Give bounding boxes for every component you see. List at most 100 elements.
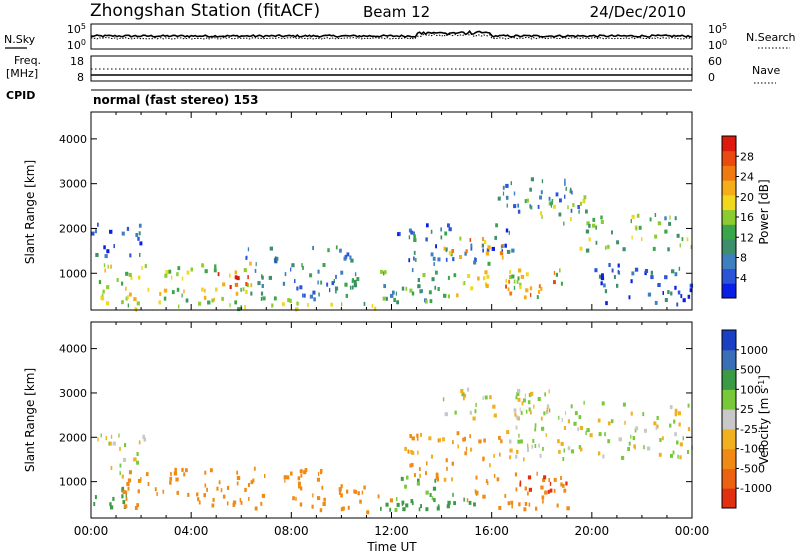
- data-cell-8: [513, 408, 517, 413]
- data-cell-0: [125, 286, 127, 291]
- data-cell-5: [469, 434, 471, 439]
- data-cell-5: [499, 452, 501, 457]
- power-colorbar-swatch-2: [722, 253, 736, 269]
- data-cell-3: [326, 282, 329, 287]
- data-cell-8: [656, 416, 659, 420]
- data-cell-12: [97, 222, 99, 227]
- data-cell-9: [474, 409, 477, 414]
- data-cell-8: [632, 436, 636, 440]
- data-cell-3: [261, 284, 264, 288]
- data-cell-2: [382, 296, 386, 301]
- data-cell-3: [108, 441, 112, 446]
- data-cell-12: [129, 253, 132, 258]
- data-cell-9: [524, 393, 526, 398]
- data-cell-9: [517, 397, 521, 402]
- data-cell-11: [630, 219, 632, 224]
- data-cell-8: [585, 431, 587, 436]
- data-cell-5: [465, 446, 468, 451]
- data-cell-2: [229, 303, 231, 308]
- data-cell-0: [133, 297, 137, 302]
- velocity-colorbar: 1000 500 100 25 -25 -100 -500 -1000: [721, 329, 772, 509]
- data-cell-12: [135, 233, 139, 237]
- data-cell-11: [679, 243, 681, 248]
- data-cell-3: [335, 274, 337, 279]
- data-cell-13: [608, 263, 611, 267]
- data-cell-11: [631, 214, 635, 219]
- data-cell-0: [201, 287, 204, 292]
- data-cell-9: [523, 398, 526, 403]
- data-cell-3: [105, 436, 108, 441]
- data-cell-3: [260, 296, 263, 301]
- data-cell-13: [601, 273, 604, 278]
- power-y-tick-label-0: 1000: [59, 267, 87, 280]
- data-cell-2: [244, 305, 247, 310]
- data-cell-8: [543, 411, 546, 416]
- data-cell-5: [462, 437, 466, 442]
- data-cell-8: [531, 444, 534, 449]
- data-cell-5: [464, 251, 467, 256]
- data-cell-10: [583, 195, 587, 200]
- data-cell-1: [145, 472, 149, 477]
- data-cell-1: [122, 490, 126, 494]
- data-cell-10: [405, 503, 409, 508]
- velocity-y-tick-label-3: 4000: [59, 343, 87, 356]
- data-cell-9: [515, 395, 518, 400]
- data-cell-2: [340, 493, 343, 498]
- data-cell-3: [334, 286, 339, 291]
- data-cell-7: [485, 284, 489, 288]
- data-cell-2: [330, 302, 333, 307]
- data-cell-8: [570, 449, 575, 454]
- data-cell-4: [417, 278, 420, 282]
- data-cell-10: [582, 199, 585, 203]
- data-cell-6: [501, 255, 504, 260]
- data-cell-9: [514, 412, 517, 417]
- data-cell-8: [539, 453, 542, 458]
- noise-left-tick-top: 105: [67, 22, 86, 36]
- data-cell-8: [508, 279, 511, 284]
- data-cell-2: [178, 304, 180, 309]
- data-cell-8: [515, 454, 518, 459]
- data-cell-2: [234, 300, 237, 305]
- data-cell-11: [681, 237, 684, 242]
- data-cell-0: [110, 505, 114, 510]
- data-cell-4: [396, 300, 399, 305]
- data-cell-1: [250, 480, 254, 485]
- data-cell-3: [284, 272, 287, 277]
- data-cell-7: [525, 272, 529, 277]
- data-cell-2: [121, 300, 124, 305]
- data-cell-13: [670, 291, 673, 296]
- data-cell-0: [122, 500, 126, 505]
- data-cell-11: [674, 216, 677, 221]
- noise-right-tick-bottom: 100: [708, 38, 727, 52]
- data-cell-3: [346, 252, 350, 257]
- data-cell-1: [181, 467, 184, 472]
- data-cell-5: [416, 433, 419, 438]
- data-cell-2: [307, 303, 309, 307]
- data-cell-3: [268, 275, 272, 280]
- data-cell-11: [641, 237, 643, 242]
- data-cell-6: [527, 491, 529, 496]
- data-cell-8: [521, 401, 524, 406]
- data-cell-3: [269, 246, 273, 251]
- data-cell-0: [250, 283, 253, 288]
- data-cell-9: [510, 181, 512, 186]
- data-cell-3: [254, 268, 257, 273]
- data-cell-3: [262, 296, 266, 301]
- frequency-label-line2: [MHz]: [6, 67, 38, 80]
- power-colorbar-swatch-8: [722, 165, 736, 181]
- data-cell-0: [100, 296, 105, 301]
- data-cell-1: [283, 475, 287, 480]
- frequency-tick-top: 18: [70, 55, 84, 68]
- data-cell-3: [331, 281, 335, 286]
- noise-left-tick-bottom: 100: [67, 38, 86, 52]
- beam-label: Beam 12: [363, 3, 430, 21]
- data-cell-7: [549, 481, 552, 486]
- data-cell-9: [502, 191, 505, 196]
- data-cell-1: [126, 482, 130, 486]
- data-cell-4: [437, 287, 440, 291]
- data-cell-8: [678, 422, 681, 427]
- data-cell-8: [579, 447, 583, 452]
- data-cell-7: [560, 281, 563, 286]
- data-cell-3: [119, 463, 122, 468]
- power-y-tick-label-3: 4000: [59, 133, 87, 146]
